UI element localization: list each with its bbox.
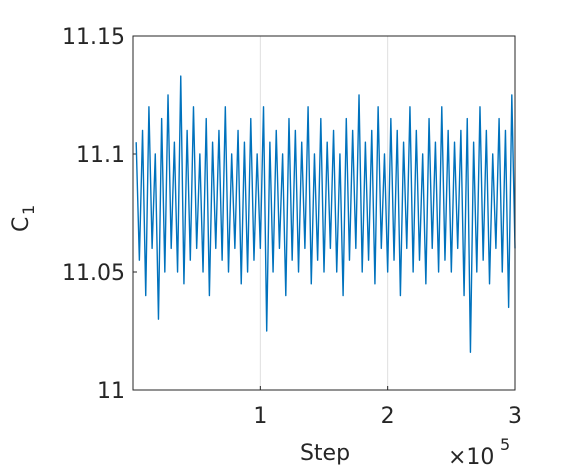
x-multiplier: ×10	[448, 445, 494, 470]
y-tick-label: 11.15	[62, 25, 125, 50]
x-tick-label: 1	[253, 404, 267, 429]
x-tick-label: 3	[508, 404, 522, 429]
y-tick-label: 11	[97, 379, 125, 404]
x-axis-label: Step	[300, 441, 350, 466]
x-multiplier-exponent: 5	[500, 435, 510, 454]
y-tick-label: 11.05	[62, 261, 125, 286]
y-axis-label: C	[9, 217, 34, 232]
y-tick-label: 11.1	[76, 143, 125, 168]
plot-area	[133, 36, 515, 390]
data-line	[135, 75, 516, 353]
x-tick-label: 2	[381, 404, 395, 429]
y-axis-label-group: C 1	[9, 205, 38, 232]
y-axis-label-subscript: 1	[19, 205, 38, 215]
axes-box	[132, 35, 516, 391]
